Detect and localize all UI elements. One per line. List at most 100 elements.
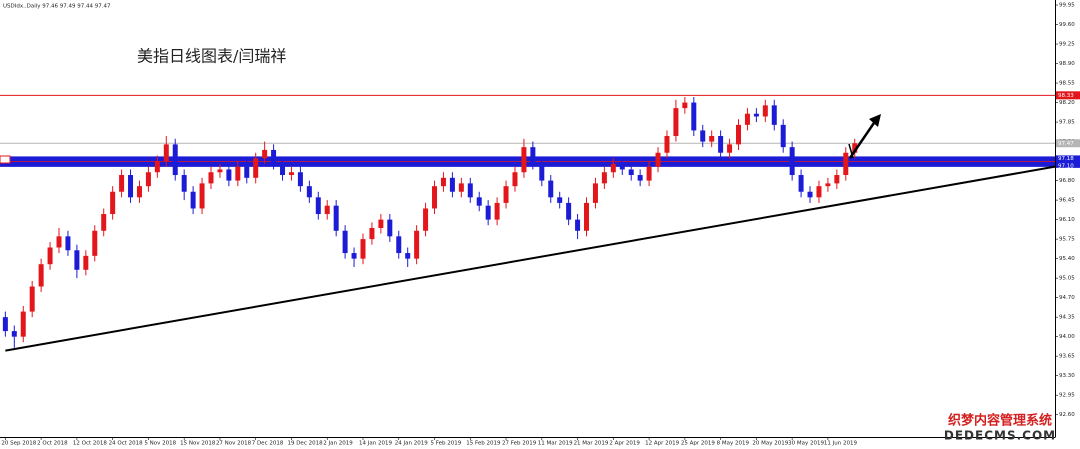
y-tick-label: 94.70 [1059, 295, 1075, 301]
candle-body [360, 239, 366, 259]
candle-body [244, 166, 250, 178]
candle-body [843, 152, 849, 176]
chart-title: 美指日线图表/闫瑞祥 [137, 47, 286, 66]
candle-body [396, 236, 402, 254]
candle-body [736, 124, 741, 145]
candle-body [324, 205, 330, 215]
candle-body [83, 255, 89, 270]
candle-body [20, 311, 26, 337]
band-tag-box [1056, 155, 1080, 168]
candle-body [548, 180, 554, 198]
candle-body [458, 183, 464, 192]
candle-body [521, 147, 527, 173]
candle-body [56, 236, 62, 248]
x-tick-label: 5 Nov 2018 [144, 441, 176, 447]
candle-body [449, 177, 455, 192]
candle-body [217, 169, 223, 173]
y-tick-label: 94.35 [1059, 315, 1075, 321]
band-tag-low: 97.10 [1058, 163, 1074, 169]
y-tick-label: 99.25 [1059, 42, 1075, 48]
y-tick-label: 98.20 [1059, 100, 1075, 106]
candle-body [655, 152, 661, 167]
candle-body [414, 230, 420, 259]
x-tick-label: 14 Jan 2019 [359, 441, 392, 447]
candle-body [789, 147, 795, 176]
candle-body [11, 331, 17, 337]
y-tick-label: 92.95 [1059, 393, 1075, 399]
candle-body [619, 163, 625, 170]
x-tick-label: 20 Sep 2018 [1, 441, 36, 447]
candle-body [297, 172, 303, 187]
y-tick-label: 98.55 [1059, 81, 1075, 87]
y-tick-label: 99.60 [1059, 22, 1075, 28]
candle-body [47, 247, 53, 265]
pointer-stroke [848, 143, 854, 159]
candle-body [512, 172, 518, 187]
candle-body [780, 124, 786, 148]
y-tick-label: 93.65 [1059, 354, 1075, 360]
candle-body [584, 202, 590, 231]
candle-body [557, 197, 563, 203]
x-tick-label: 8 May 2019 [717, 441, 750, 447]
x-tick-label: 2 Oct 2018 [37, 441, 68, 447]
candle-body [592, 183, 598, 203]
y-tick-label: 93.30 [1059, 373, 1075, 379]
candle-body [172, 144, 178, 176]
y-tick-label: 94.00 [1059, 334, 1075, 340]
candle-body [771, 105, 777, 125]
x-tick-label: 24 Oct 2018 [109, 441, 144, 447]
candle-body [288, 172, 294, 176]
x-tick-label: 24 Jan 2019 [395, 441, 428, 447]
candle-body [539, 163, 545, 181]
x-tick-label: 20 May 2019 [752, 441, 788, 447]
candle-body [476, 197, 482, 206]
x-tick-label: 2 Apr 2019 [609, 441, 640, 447]
price-tag: 97.47 [1058, 141, 1074, 147]
candle-body [315, 197, 321, 215]
y-tick-label: 96.80 [1059, 178, 1075, 184]
candle-body [226, 169, 232, 181]
candle-body [440, 177, 446, 187]
candle-body [834, 175, 840, 184]
candle-body [181, 175, 187, 192]
candle-body [128, 175, 134, 198]
x-tick-label: 5 Feb 2019 [431, 441, 462, 447]
candle-body [432, 186, 438, 209]
candle-body [673, 108, 679, 137]
price-tag-box [1056, 139, 1080, 148]
candle-body [709, 136, 715, 142]
candle-body [762, 105, 768, 117]
candle-body [110, 191, 116, 215]
candles-layer [2, 96, 1056, 352]
candle-body [718, 136, 724, 153]
candle-body [664, 136, 670, 153]
x-tick-label: 7 Dec 2018 [252, 441, 284, 447]
candle-body [351, 253, 357, 259]
candle-body [369, 227, 375, 240]
price-tag: 98.33 [1058, 93, 1074, 99]
candle-body [852, 143, 858, 153]
candle-body [405, 253, 411, 259]
candle-body [637, 175, 643, 181]
x-tick-label: 11 Jun 2019 [824, 441, 858, 447]
watermark-cn: 织梦内容管理系统 [948, 413, 1052, 429]
x-tick-label: 19 Dec 2018 [287, 441, 323, 447]
candle-body [530, 147, 536, 164]
x-tick-label: 27 Feb 2019 [502, 441, 537, 447]
band-tag-high: 97.18 [1058, 156, 1074, 162]
x-tick-label: 27 Nov 2018 [216, 441, 252, 447]
y-tick-label: 92.60 [1059, 412, 1075, 418]
candle-body [145, 172, 151, 187]
candle-body [342, 230, 348, 254]
candle-body [101, 214, 107, 231]
candle-body [798, 175, 804, 192]
candle-body [29, 286, 35, 312]
candle-body [691, 102, 697, 131]
candle-body [74, 250, 80, 270]
candle-body [306, 186, 312, 198]
candle-body [333, 205, 339, 231]
arrow-head [869, 114, 881, 127]
y-tick-label: 99.95 [1059, 3, 1075, 9]
candle-body [494, 202, 500, 220]
candle-body [646, 166, 652, 181]
